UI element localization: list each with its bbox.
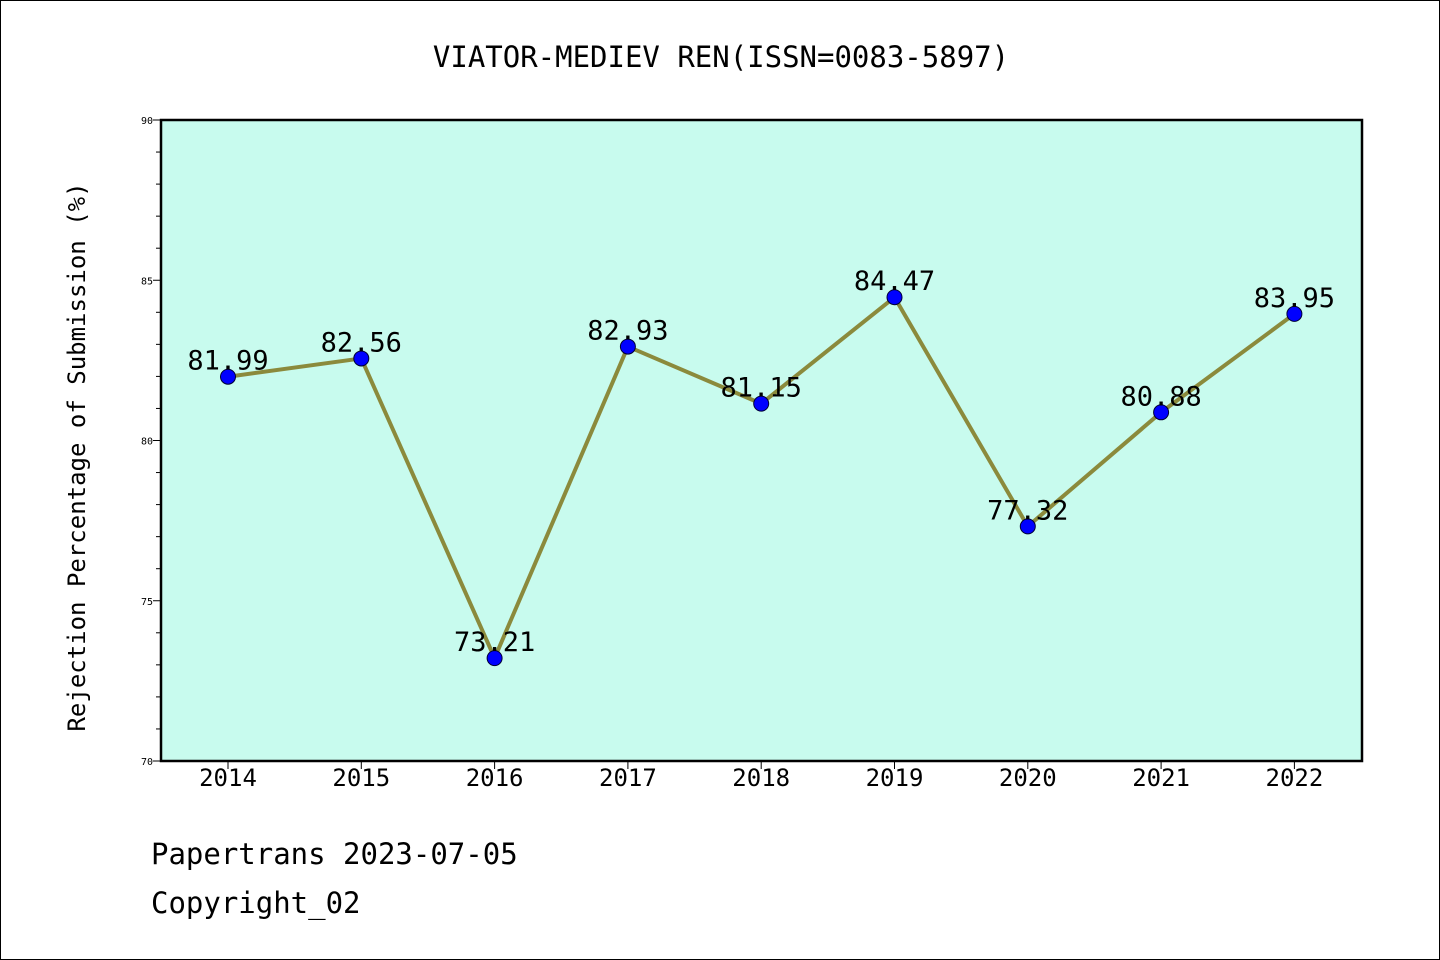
data-point <box>619 338 636 355</box>
y-tick-label: 75 <box>141 597 153 608</box>
y-tick-label: 80 <box>141 437 153 448</box>
data-point <box>353 350 370 367</box>
data-label: 82.56 <box>321 327 402 358</box>
data-label: 81.15 <box>721 373 802 404</box>
x-tick-label: 2018 <box>732 764 790 792</box>
data-point <box>886 289 903 306</box>
data-label: 83.95 <box>1254 283 1335 314</box>
data-labels: 81.99 82.56 73.21 82.93 81.15 84.47 77.32 80.88… <box>187 266 1335 658</box>
footer-source: Papertrans 2023-07-05 <box>151 837 518 871</box>
footer-copyright: Copyright_02 <box>151 886 361 920</box>
data-point <box>1019 518 1036 535</box>
chart-title: VIATOR-MEDIEV REN(ISSN=0083-5897) <box>433 40 1009 74</box>
data-label: 81.99 <box>187 346 268 377</box>
y-tick-label: 90 <box>141 116 153 127</box>
data-label: 82.93 <box>587 316 668 347</box>
data-label: 80.88 <box>1120 381 1201 412</box>
x-tick-label: 2016 <box>466 764 524 792</box>
data-label: 84.47 <box>854 266 935 297</box>
data-point <box>1153 404 1170 421</box>
data-label: 77.32 <box>987 495 1068 526</box>
x-tick-label: 2014 <box>199 764 257 792</box>
plot-area <box>159 118 1364 763</box>
data-point <box>753 395 770 412</box>
x-tick-label: 2019 <box>866 764 924 792</box>
y-tick-label: 85 <box>141 276 153 287</box>
data-label: 73.21 <box>454 627 535 658</box>
y-axis-label: Rejection Percentage of Submission (%) <box>63 182 91 731</box>
y-axis-ticks: 70 75 80 85 90 <box>141 116 161 768</box>
x-tick-label: 2022 <box>1266 764 1324 792</box>
x-tick-label: 2017 <box>599 764 657 792</box>
y-tick-label: 70 <box>141 757 153 768</box>
data-markers <box>220 289 1303 667</box>
x-tick-label: 2021 <box>1132 764 1190 792</box>
data-point <box>1286 305 1303 322</box>
data-point <box>486 650 503 667</box>
data-point <box>220 368 236 385</box>
x-axis-ticks: 2014 2015 2016 2017 2018 2019 2020 2021 2022 <box>199 761 1323 792</box>
x-tick-label: 2015 <box>332 764 390 792</box>
x-tick-label: 2020 <box>999 764 1057 792</box>
